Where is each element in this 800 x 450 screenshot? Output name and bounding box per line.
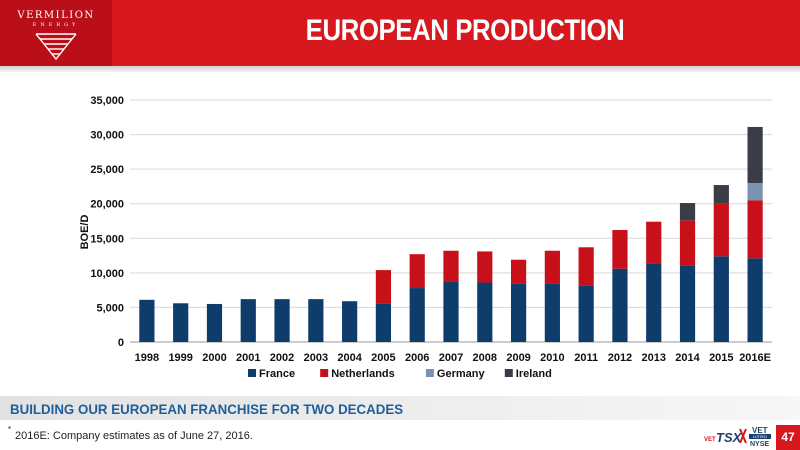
y-tick-label: 25,000 <box>90 164 124 176</box>
footer-bar <box>0 422 800 450</box>
logo-text: VERMILION <box>17 10 95 21</box>
bar-segment-france <box>308 299 324 342</box>
y-tick-label: 30,000 <box>90 130 124 142</box>
logo-panel <box>0 0 112 66</box>
bar-segment-netherlands <box>713 203 729 257</box>
x-tick-label: 2015 <box>709 352 733 364</box>
bar-segment-france <box>342 301 358 342</box>
bar-segment-netherlands <box>544 250 560 284</box>
bar-segment-france <box>510 283 527 342</box>
x-tick-label: 2002 <box>270 352 294 364</box>
page-number: 47 <box>776 425 800 450</box>
x-tick-label: 2007 <box>439 352 463 364</box>
bar-segment-netherlands <box>612 229 628 269</box>
legend-label: Germany <box>437 368 486 380</box>
bar-segment-france <box>713 256 729 342</box>
y-tick-label: 5,000 <box>96 302 124 314</box>
ticker-x-icon <box>739 428 747 444</box>
x-tick-label: 2005 <box>371 352 395 364</box>
footnote: 2016E: Company estimates as of June 27, … <box>15 430 253 442</box>
y-tick-label: 15,000 <box>90 233 124 245</box>
x-tick-label: 2004 <box>337 352 362 364</box>
ticker-tsx: TSX <box>716 430 743 445</box>
y-tick-label: 10,000 <box>90 268 124 280</box>
x-tick-label: 1998 <box>135 352 159 364</box>
x-tick-label: 1999 <box>168 352 192 364</box>
x-tick-label: 2000 <box>202 352 226 364</box>
x-tick-label: 2012 <box>608 352 632 364</box>
y-tick-label: 35,000 <box>90 95 124 107</box>
footnote-marker: * <box>8 425 12 434</box>
bar-segment-france <box>240 299 256 342</box>
stock-ticker-logo: VET TSX VET LISTED NYSE <box>704 426 771 448</box>
bar-segment-france <box>206 303 223 342</box>
bar-segment-netherlands <box>375 270 392 304</box>
x-tick-label: 2016E <box>739 352 771 364</box>
chart-legend: France Netherlands Germany Ireland <box>248 368 552 380</box>
bar-segment-france <box>375 303 392 342</box>
legend-label: France <box>259 368 295 380</box>
y-tick-label: 0 <box>118 337 124 349</box>
legend-swatch <box>320 369 329 377</box>
y-axis-ticks: 0 5,000 10,000 15,000 20,000 25,000 30,000 35,0… <box>90 95 124 349</box>
bar-segment-netherlands <box>510 259 527 284</box>
x-tick-label: 2003 <box>304 352 328 364</box>
legend-label: Ireland <box>516 368 552 380</box>
bar-segment-ireland <box>747 126 763 183</box>
x-tick-label: 2013 <box>641 352 665 364</box>
legend-swatch <box>248 369 256 377</box>
legend-swatch <box>425 369 434 377</box>
slide-subtitle: BUILDING OUR EUROPEAN FRANCHISE FOR TWO … <box>10 401 404 417</box>
bar-segment-germany <box>747 182 763 201</box>
y-tick-label: 20,000 <box>90 199 124 211</box>
bar-segment-france <box>747 258 763 342</box>
ticker-nyse-symbol: VET <box>752 426 768 435</box>
bar-segment-ireland <box>679 203 696 221</box>
bar-segment-france <box>274 299 290 342</box>
page-title: EUROPEAN PRODUCTION <box>305 14 625 47</box>
bar-segment-france <box>544 283 560 342</box>
x-tick-label: 2014 <box>675 352 700 364</box>
x-tick-label: 2001 <box>236 352 260 364</box>
bar-segment-france <box>646 263 662 342</box>
bar-segment-netherlands <box>578 247 594 286</box>
bar-segment-netherlands <box>409 254 425 289</box>
header-band <box>0 0 800 66</box>
bar-segment-france <box>173 303 189 342</box>
bar-segment-france <box>612 268 628 342</box>
bar-segment-ireland <box>713 185 729 204</box>
x-tick-label: 2008 <box>473 352 497 364</box>
bar-segment-netherlands <box>747 200 763 259</box>
bar-segment-netherlands <box>477 251 493 283</box>
logo-subtext: ENERGY <box>32 22 80 28</box>
bar-segment-france <box>477 282 493 342</box>
legend-swatch <box>504 369 513 377</box>
bar-segment-netherlands <box>443 250 459 282</box>
legend-label: Netherlands <box>331 368 395 380</box>
logo-emblem-icon <box>35 33 77 61</box>
bar-segment-france <box>443 281 459 342</box>
ticker-listed: LISTED <box>753 434 767 439</box>
bar-segment-netherlands <box>679 220 696 266</box>
x-tick-label: 2009 <box>506 352 530 364</box>
ticker-nyse: NYSE <box>750 441 769 448</box>
bar-segment-france <box>679 265 696 342</box>
bar-segment-france <box>139 299 155 342</box>
x-axis-ticks: 1998 1999 2000 2001 2002 2003 2004 2005 2006 2007… <box>135 352 771 364</box>
chart-bars <box>139 126 763 342</box>
bar-segment-france <box>409 288 425 342</box>
x-tick-label: 2011 <box>574 352 598 364</box>
x-tick-label: 2010 <box>540 352 564 364</box>
header-divider <box>0 66 800 72</box>
production-chart: 0 5,000 10,000 15,000 20,000 25,000 30,000 35,0… <box>79 95 772 380</box>
x-tick-label: 2006 <box>405 352 429 364</box>
bar-segment-netherlands <box>646 221 662 264</box>
subtitle-band <box>0 396 800 420</box>
ticker-tsx-prefix: VET <box>704 437 716 443</box>
y-axis-label: BOE/D <box>79 215 91 250</box>
bar-segment-france <box>578 285 594 342</box>
